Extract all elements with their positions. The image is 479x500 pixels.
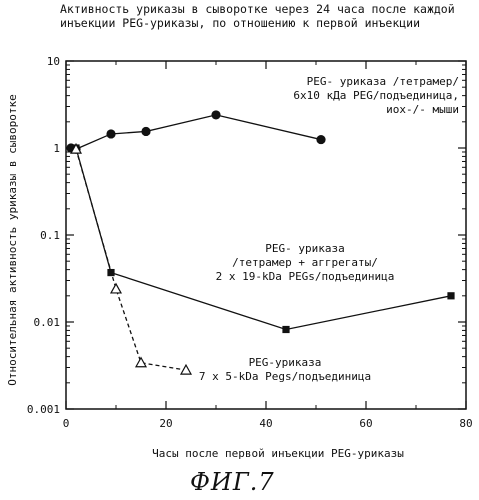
series-label-3-line: PEG-уриказа: [249, 356, 322, 369]
series-label-1-line: иox-/- мыши: [386, 103, 459, 116]
figure-caption: ФИГ.7: [190, 468, 275, 496]
data-point-circle: [106, 129, 115, 138]
series-layer: [66, 110, 454, 374]
series-label-2-line: 2 x 19-kDa PEGs/подъединица: [216, 270, 395, 283]
x-tick-label: 40: [259, 417, 272, 430]
series-line-3: [76, 149, 186, 370]
y-tick-label: 10: [47, 55, 60, 68]
data-point-triangle: [111, 284, 121, 293]
y-tick-label: 0.1: [40, 229, 60, 242]
series-label-1-line: PEG- уриказа /тетрамер/: [307, 75, 459, 88]
data-point-square: [282, 326, 289, 333]
y-tick-label: 1: [53, 142, 60, 155]
y-tick-label: 0.01: [34, 316, 61, 329]
y-tick-label: 0.001: [27, 403, 60, 416]
x-axis-label: Часы после первой инъекции PEG-уриказы: [152, 447, 404, 460]
data-point-circle: [211, 110, 220, 119]
data-point-circle: [141, 127, 150, 136]
x-tick-label: 80: [459, 417, 472, 430]
y-axis-label: Относительная активность уриказы в сывор…: [6, 94, 19, 385]
data-point-triangle: [136, 358, 146, 367]
x-tick-label: 0: [63, 417, 70, 430]
series-line-2: [76, 148, 451, 329]
series-label-2-line: PEG- уриказа: [265, 242, 344, 255]
series-label-3-line: 7 x 5-kDa Pegs/подъединица: [199, 370, 371, 383]
series-label-1-line: 6x10 кДа PEG/подъединица,: [293, 89, 459, 102]
data-point-triangle: [181, 365, 191, 374]
data-point-circle: [316, 135, 325, 144]
series-labels: PEG- уриказа /тетрамер/6x10 кДа PEG/подъ…: [199, 75, 459, 383]
data-point-square: [447, 292, 454, 299]
x-tick-label: 20: [159, 417, 172, 430]
x-tick-label: 60: [359, 417, 372, 430]
series-label-2-line: /тетрамер + аггрегаты/: [232, 256, 378, 269]
